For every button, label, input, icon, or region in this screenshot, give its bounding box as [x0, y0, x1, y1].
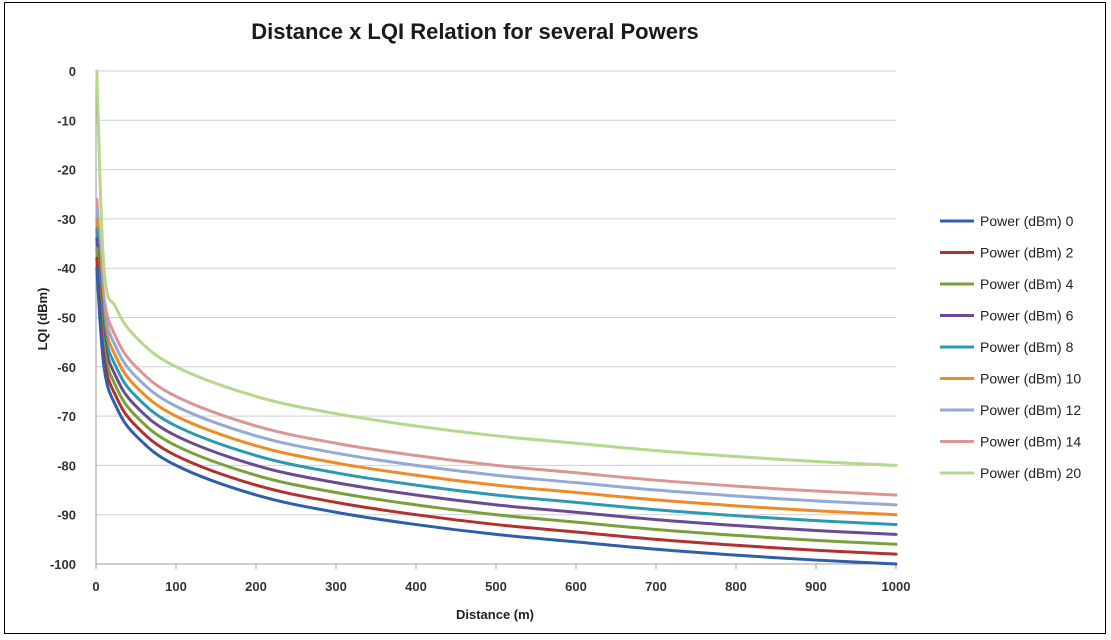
legend-item: Power (dBm) 4: [940, 276, 1074, 292]
legend-label: Power (dBm) 14: [980, 434, 1081, 450]
legend-label: Power (dBm) 8: [980, 339, 1074, 355]
x-tick-label: 1000: [882, 579, 911, 594]
y-tick-label: -10: [57, 113, 76, 128]
legend: Power (dBm) 0 Power (dBm) 2 Power (dBm) 4 P…: [940, 213, 1081, 481]
x-tick-label: 800: [725, 579, 747, 594]
legend-item: Power (dBm) 6: [940, 308, 1074, 324]
series-line-power-dbm-20: [95, 69, 898, 467]
series-line-power-dbm-8: [95, 227, 898, 527]
legend-label: Power (dBm) 0: [980, 213, 1074, 229]
x-axis-title: Distance (m): [456, 607, 534, 622]
legend-label: Power (dBm) 6: [980, 308, 1074, 324]
y-tick-label: -80: [57, 458, 76, 473]
legend-item: Power (dBm) 8: [940, 339, 1074, 355]
series-line-power-dbm-0: [95, 266, 898, 566]
y-tick-label: 0: [69, 64, 76, 79]
y-tick-label: -60: [57, 360, 76, 375]
series-line-power-dbm-12: [95, 207, 898, 507]
y-tick-label: -30: [57, 212, 76, 227]
axes: 0 -10 -20 -30 -40 -50 -60 -70 -80 -90 -100 0 100 200 3…: [50, 64, 910, 594]
x-tick-label: 900: [805, 579, 827, 594]
x-tick-label: 700: [645, 579, 667, 594]
chart-frame: Distance x LQI Relation for several Powe…: [4, 2, 1106, 634]
y-tick-label: -70: [57, 409, 76, 424]
line-chart: Distance x LQI Relation for several Powe…: [35, 19, 1081, 622]
series-line-power-dbm-10: [95, 217, 898, 517]
x-tick-label: 400: [405, 579, 427, 594]
series-line-power-dbm-14: [95, 197, 898, 497]
x-tick-label: 600: [565, 579, 587, 594]
chart-title: Distance x LQI Relation for several Powe…: [251, 19, 699, 44]
x-tick-label: 100: [165, 579, 187, 594]
y-tick-label: -50: [57, 311, 76, 326]
x-tick-label: 0: [92, 579, 99, 594]
legend-label: Power (dBm) 10: [980, 371, 1081, 387]
x-tick-label: 300: [325, 579, 347, 594]
series-line-power-dbm-2: [95, 256, 898, 556]
legend-label: Power (dBm) 4: [980, 276, 1074, 292]
legend-item: Power (dBm) 0: [940, 213, 1074, 229]
legend-item: Power (dBm) 14: [940, 434, 1081, 450]
legend-item: Power (dBm) 2: [940, 245, 1074, 261]
legend-label: Power (dBm) 20: [980, 465, 1081, 481]
y-tick-label: -20: [57, 163, 76, 178]
y-tick-label: -90: [57, 508, 76, 523]
y-axis-title: LQI (dBm): [35, 288, 50, 351]
series-line-power-dbm-6: [95, 237, 898, 536]
legend-item: Power (dBm) 20: [940, 465, 1081, 481]
legend-item: Power (dBm) 10: [940, 371, 1081, 387]
legend-item: Power (dBm) 12: [940, 402, 1081, 418]
x-tick-label: 200: [245, 579, 267, 594]
series-line-power-dbm-4: [95, 246, 898, 546]
legend-label: Power (dBm) 2: [980, 245, 1074, 261]
series-lines: [95, 69, 898, 566]
x-tick-label: 500: [485, 579, 507, 594]
y-tick-label: -40: [57, 261, 76, 276]
y-tick-label: -100: [50, 557, 76, 572]
legend-label: Power (dBm) 12: [980, 402, 1081, 418]
